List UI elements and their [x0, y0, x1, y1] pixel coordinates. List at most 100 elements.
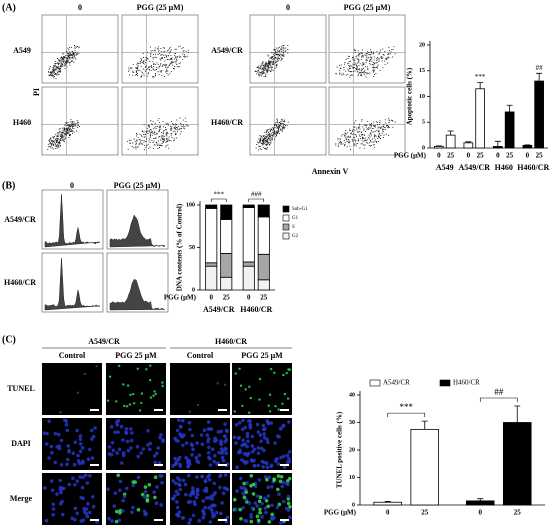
- cell: [110, 519, 114, 523]
- cell: [109, 424, 114, 429]
- cell: [57, 446, 62, 451]
- cell: [286, 501, 291, 506]
- cell: [212, 459, 216, 464]
- cell: [145, 499, 150, 503]
- cell: [191, 447, 195, 452]
- cell: [171, 479, 176, 483]
- cell: [248, 422, 253, 427]
- cell: [239, 485, 243, 490]
- cell: [244, 490, 248, 495]
- cell: [177, 510, 182, 514]
- cell: [251, 482, 256, 487]
- flow-plot: [249, 86, 327, 156]
- cell: [250, 434, 255, 439]
- cell: [255, 494, 260, 498]
- row-label: A549/CR: [211, 46, 243, 55]
- cell: [191, 488, 195, 493]
- cell: [90, 437, 94, 441]
- cell: [177, 455, 182, 460]
- cell: [136, 454, 140, 459]
- cell: [128, 427, 133, 431]
- cell: [82, 509, 87, 514]
- panel-label: (B): [2, 180, 15, 191]
- cell: [153, 390, 156, 393]
- significance: ***: [400, 402, 414, 412]
- scale-bar: [154, 519, 163, 521]
- cell: [260, 515, 264, 519]
- cell: [117, 518, 122, 523]
- cell: [120, 461, 124, 465]
- cell: [265, 461, 269, 466]
- cell: [252, 447, 257, 452]
- cell: [153, 460, 157, 465]
- bracket: [248, 198, 265, 202]
- cell: [184, 441, 189, 445]
- cell: [59, 438, 64, 443]
- cell: [200, 474, 204, 479]
- cell: [235, 489, 239, 493]
- cell: [270, 503, 274, 508]
- x-tick-label: 0: [386, 509, 390, 517]
- cell: [242, 495, 247, 500]
- cell: [149, 396, 153, 399]
- error-bar: [384, 501, 391, 503]
- cell: [130, 510, 134, 514]
- cell: [122, 383, 125, 386]
- cell: [116, 473, 120, 478]
- cell: [111, 448, 116, 453]
- cell: [199, 433, 204, 437]
- cell: [184, 455, 188, 460]
- cell: [195, 492, 200, 497]
- cell: [173, 494, 177, 498]
- cell: [250, 444, 255, 448]
- cell: [186, 465, 190, 469]
- cell: [75, 428, 79, 433]
- cell: [234, 372, 237, 375]
- flow-plot: [328, 86, 406, 156]
- cell: [116, 430, 120, 434]
- cell: [277, 435, 281, 439]
- cell: [288, 515, 292, 520]
- cell: [177, 418, 181, 423]
- cell: [153, 475, 158, 480]
- cell: [214, 438, 219, 443]
- cell: [154, 501, 159, 506]
- flow-dots: [47, 119, 81, 151]
- cell: [219, 511, 223, 516]
- cell: [205, 475, 210, 479]
- cell: [248, 385, 251, 388]
- bar: [242, 261, 255, 267]
- cell: [202, 510, 206, 515]
- cell: [212, 481, 217, 486]
- cell: [107, 452, 112, 456]
- cell: [261, 423, 266, 428]
- cell: [73, 517, 77, 522]
- cell: [113, 430, 117, 435]
- legend-swatch: [282, 214, 290, 222]
- cell: [88, 447, 92, 452]
- cell: [239, 384, 243, 387]
- cell: [244, 388, 247, 391]
- micrograph: [42, 363, 102, 415]
- cell: [222, 486, 227, 490]
- cell: [73, 483, 77, 487]
- cell: [113, 491, 118, 496]
- cell: [112, 504, 116, 508]
- flow-dots: [255, 118, 289, 151]
- cell: [287, 456, 291, 461]
- cell: [57, 432, 61, 437]
- cell: [248, 411, 251, 414]
- cell: [71, 476, 75, 481]
- cell: [245, 481, 249, 485]
- cell: [207, 455, 211, 460]
- cell: [247, 501, 252, 505]
- scale-bar: [280, 409, 289, 411]
- cell: [267, 520, 272, 524]
- cell: [59, 490, 63, 495]
- row-label: H460/CR: [211, 118, 243, 127]
- cell: [117, 447, 122, 452]
- scale-bar: [154, 464, 163, 466]
- bar: [205, 262, 218, 267]
- cell: [121, 438, 125, 442]
- cell: [269, 421, 274, 425]
